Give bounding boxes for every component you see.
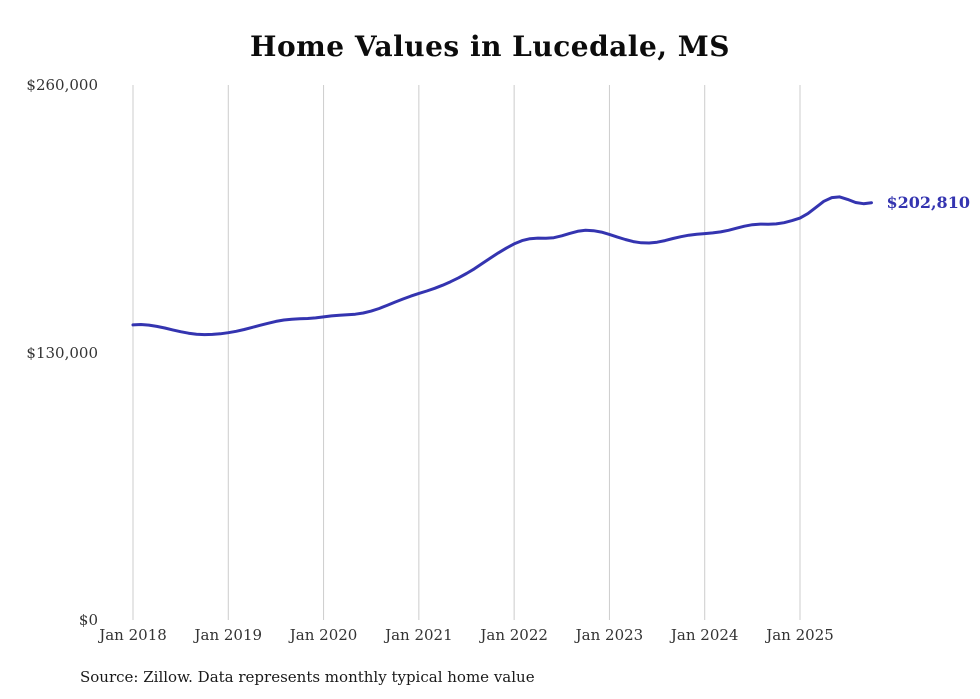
x-axis-tick-label: Jan 2021	[385, 626, 453, 644]
y-axis-tick-label: $0	[78, 611, 98, 629]
x-axis-tick-label: Jan 2024	[670, 626, 739, 644]
series-line	[131, 195, 873, 337]
y-axis-tick-label: $130,000	[26, 343, 98, 362]
x-axis-tick-label: Jan 2018	[99, 626, 167, 644]
x-axis-tick-label: Jan 2020	[289, 626, 358, 644]
vertical-gridlines	[132, 85, 801, 620]
current-value-label: $202,810	[886, 192, 970, 212]
y-axis-tick-label: $260,000	[26, 76, 98, 94]
x-axis-tick-label: Jan 2022	[480, 626, 548, 644]
source-note: Source: Zillow. Data represents monthly …	[80, 668, 535, 686]
chart-title: Home Values in Lucedale, MS	[250, 30, 730, 63]
x-axis-tick-label: Jan 2025	[766, 626, 834, 644]
x-axis-tick-label: Jan 2019	[194, 626, 263, 644]
x-axis-tick-label: Jan 2023	[575, 626, 644, 644]
